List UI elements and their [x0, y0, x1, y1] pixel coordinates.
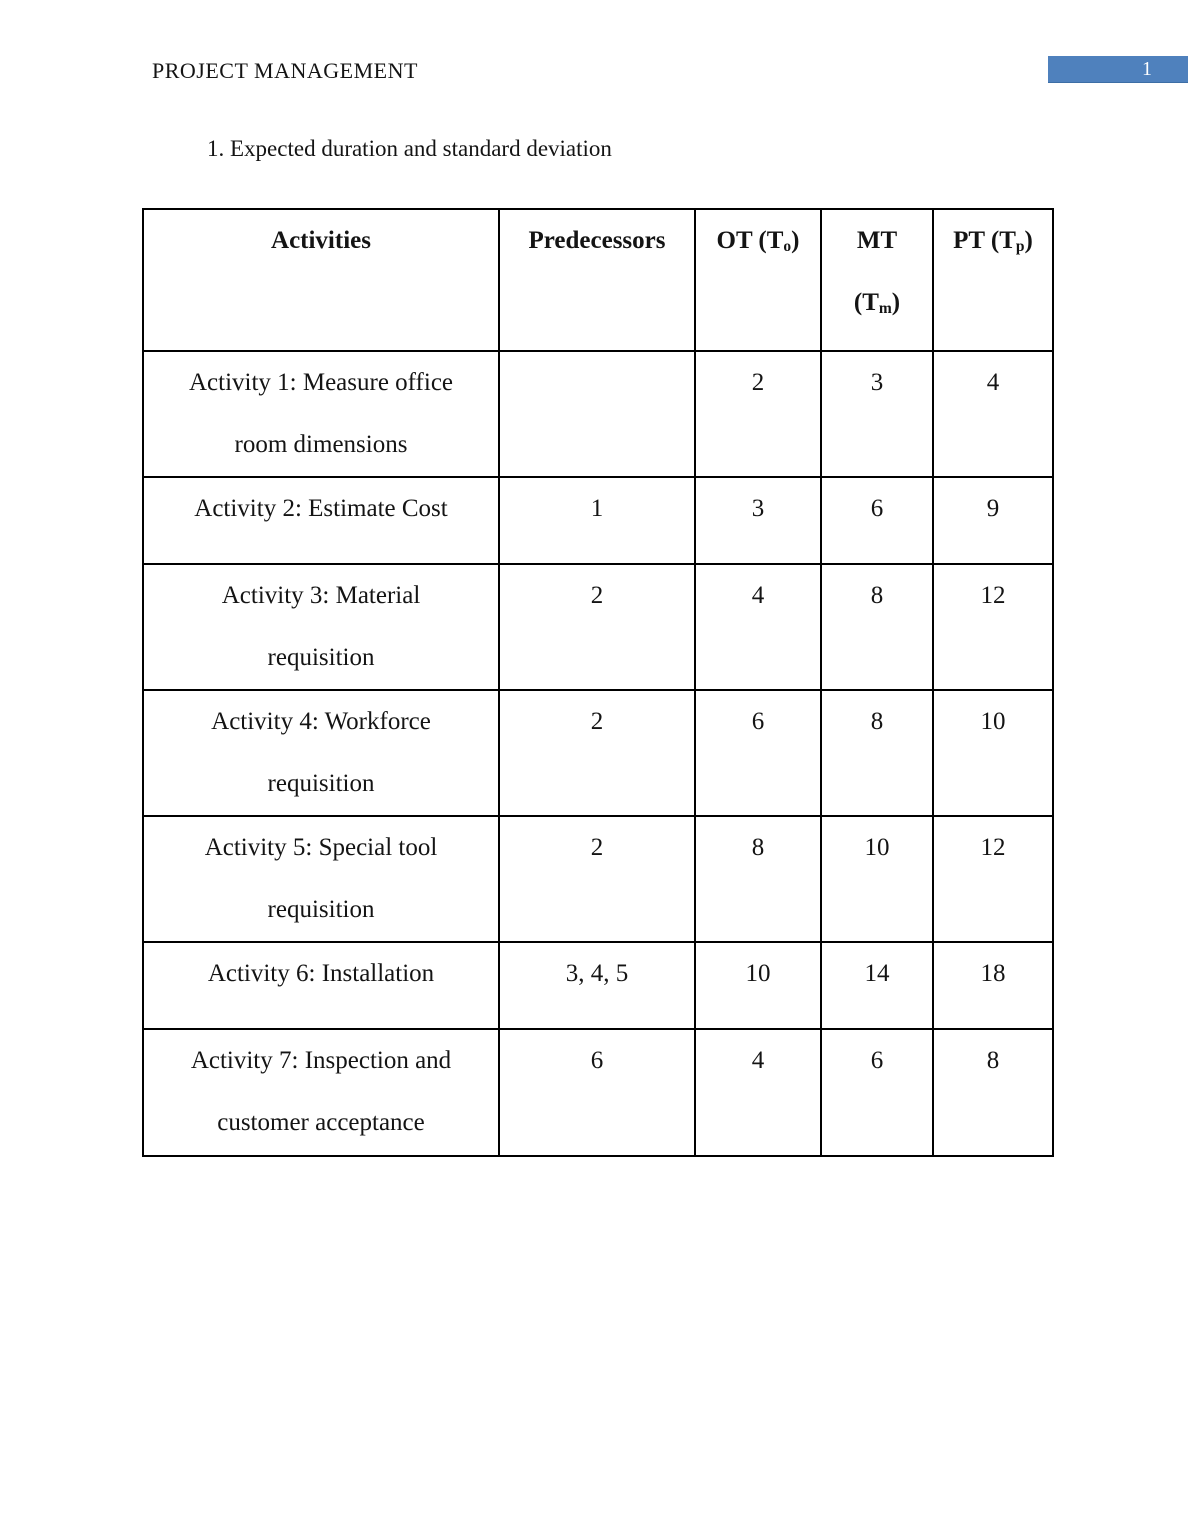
activity-name: Activity 5: Special tool requisition	[204, 834, 438, 923]
pt-cell: 12	[932, 563, 1054, 691]
running-header-title: PROJECT MANAGEMENT	[152, 58, 418, 83]
activity-cell: Activity 2: Estimate Cost	[142, 476, 500, 565]
col-header-pt: PT (Tp)	[932, 208, 1054, 352]
mt-header-text: MT	[856, 227, 898, 254]
activity-name: Activity 7: Inspection and customer acce…	[190, 1047, 452, 1136]
activity-row-6: Activity 6: Installation 3, 4, 5 10 14 1…	[142, 941, 1054, 1030]
mt-header-open: (T	[853, 289, 879, 316]
activity-row-7: Activity 7: Inspection and customer acce…	[142, 1028, 1054, 1157]
col-header-predecessors: Predecessors	[498, 208, 696, 352]
mt-cell: 3	[820, 350, 934, 478]
mt-cell: 6	[820, 1028, 934, 1157]
activity-cell: Activity 6: Installation	[142, 941, 500, 1030]
predecessors-cell: 6	[498, 1028, 696, 1157]
activity-row-3: Activity 3: Material requisition 2 4 8 1…	[142, 563, 1054, 691]
col-header-predecessors-label: Predecessors	[528, 227, 666, 254]
page-number-badge: 1	[1048, 56, 1188, 83]
ot-header-text: OT (T	[716, 227, 784, 254]
ot-cell: 2	[694, 350, 822, 478]
activity-row-2: Activity 2: Estimate Cost 1 3 6 9	[142, 476, 1054, 565]
activity-cell: Activity 3: Material requisition	[142, 563, 500, 691]
activity-name: Activity 1: Measure office room dimensio…	[188, 369, 454, 458]
mt-cell: 8	[820, 563, 934, 691]
activity-cell: Activity 1: Measure office room dimensio…	[142, 350, 500, 478]
col-header-mt: MT (Tm)	[820, 208, 934, 352]
mt-cell: 6	[820, 476, 934, 565]
ot-header-subscript: o	[783, 237, 792, 255]
ot-header-close: )	[791, 227, 800, 254]
activity-name: Activity 2: Estimate Cost	[194, 495, 448, 522]
page-number: 1	[1142, 58, 1152, 80]
predecessors-cell: 1	[498, 476, 696, 565]
activity-cell: Activity 7: Inspection and customer acce…	[142, 1028, 500, 1157]
mt-header-line2: (Tm)	[828, 272, 926, 334]
pt-cell: 8	[932, 1028, 1054, 1157]
activities-table: Activities Predecessors OT (To) MT (Tm) …	[142, 208, 1054, 1157]
ot-cell: 6	[694, 689, 822, 817]
section-title: 1. Expected duration and standard deviat…	[207, 136, 612, 161]
ot-cell: 4	[694, 1028, 822, 1157]
mt-header-subscript: m	[878, 299, 892, 317]
table-header-row: Activities Predecessors OT (To) MT (Tm) …	[142, 208, 1054, 352]
col-header-activities-label: Activities	[271, 227, 371, 254]
pt-cell: 10	[932, 689, 1054, 817]
pt-header-subscript: p	[1015, 237, 1025, 255]
predecessors-cell	[498, 350, 696, 478]
mt-cell: 14	[820, 941, 934, 1030]
mt-cell: 8	[820, 689, 934, 817]
pt-cell: 18	[932, 941, 1054, 1030]
pt-cell: 9	[932, 476, 1054, 565]
col-header-ot: OT (To)	[694, 208, 822, 352]
pt-header-text: PT (T	[953, 227, 1016, 254]
activity-row-5: Activity 5: Special tool requisition 2 8…	[142, 815, 1054, 943]
mt-header-close: )	[891, 289, 901, 316]
activity-name: Activity 6: Installation	[207, 960, 435, 987]
predecessors-cell: 2	[498, 689, 696, 817]
ot-cell: 8	[694, 815, 822, 943]
pt-cell: 12	[932, 815, 1054, 943]
ot-cell: 4	[694, 563, 822, 691]
pt-cell: 4	[932, 350, 1054, 478]
activity-name: Activity 3: Material requisition	[221, 582, 421, 671]
ot-cell: 3	[694, 476, 822, 565]
mt-cell: 10	[820, 815, 934, 943]
predecessors-cell: 3, 4, 5	[498, 941, 696, 1030]
col-header-activities: Activities	[142, 208, 500, 352]
activity-row-1: Activity 1: Measure office room dimensio…	[142, 350, 1054, 478]
predecessors-cell: 2	[498, 563, 696, 691]
ot-cell: 10	[694, 941, 822, 1030]
activity-cell: Activity 4: Workforce requisition	[142, 689, 500, 817]
activity-name: Activity 4: Workforce requisition	[211, 708, 431, 797]
pt-header-close: )	[1024, 227, 1033, 254]
activity-row-4: Activity 4: Workforce requisition 2 6 8 …	[142, 689, 1054, 817]
activity-cell: Activity 5: Special tool requisition	[142, 815, 500, 943]
predecessors-cell: 2	[498, 815, 696, 943]
